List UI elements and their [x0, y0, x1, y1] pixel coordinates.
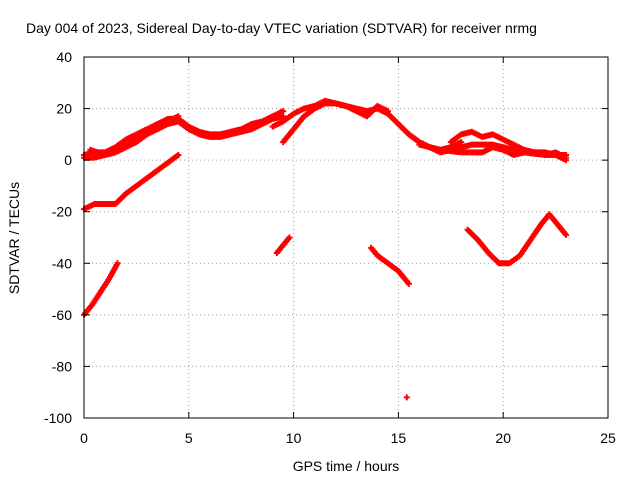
- chart-title: Day 004 of 2023, Sidereal Day-to-day VTE…: [26, 20, 537, 36]
- series-upper-trace-b: [81, 113, 287, 161]
- grid-layer: [84, 57, 608, 418]
- y-tick-label: -80: [52, 358, 72, 374]
- plot-frame: [83, 56, 609, 419]
- data-point: [563, 151, 570, 158]
- data-point: [563, 231, 570, 238]
- tick-layer: 0 5 10 15 20 25 -100 -80 -60 -40 -20 0 20 40: [44, 49, 616, 446]
- x-tick-label: 15: [391, 430, 407, 446]
- data-point: [403, 394, 410, 401]
- x-tick-label: 5: [185, 430, 193, 446]
- x-axis-label: GPS time / hours: [293, 458, 400, 474]
- x-tick-label: 10: [286, 430, 302, 446]
- data-layer: [81, 97, 570, 401]
- y-tick-label: 0: [64, 152, 72, 168]
- data-point: [405, 280, 412, 287]
- data-point: [175, 151, 182, 158]
- data-point: [175, 113, 182, 120]
- series-short-segment-3: [273, 234, 293, 256]
- y-tick-label: -20: [52, 204, 72, 220]
- y-tick-label: 20: [56, 101, 72, 117]
- data-point: [280, 108, 287, 115]
- series-evening-trace-c: [416, 141, 570, 158]
- series-midday-trace-b: [269, 97, 391, 130]
- series-falling-segment-4: [368, 244, 412, 287]
- x-tick-label: 20: [495, 430, 511, 446]
- series-u-segment-6: [464, 211, 570, 267]
- series-upper-trace-c: [87, 113, 182, 158]
- y-tick-label: -40: [52, 255, 72, 271]
- series-point-segment-5: [403, 394, 410, 401]
- series-rising-segment-1: [81, 151, 182, 213]
- x-tick-label: 25: [600, 430, 616, 446]
- data-point: [563, 157, 570, 164]
- data-point: [458, 139, 465, 146]
- y-tick-label: -60: [52, 307, 72, 323]
- data-point: [114, 260, 121, 267]
- series-rising-segment-2: [81, 260, 121, 318]
- x-tick-label: 0: [80, 430, 88, 446]
- y-tick-label: -100: [44, 410, 72, 426]
- data-point: [384, 108, 391, 115]
- y-axis-label: SDTVAR / TECUs: [6, 182, 22, 294]
- data-point: [286, 234, 293, 241]
- y-tick-label: 40: [56, 49, 72, 65]
